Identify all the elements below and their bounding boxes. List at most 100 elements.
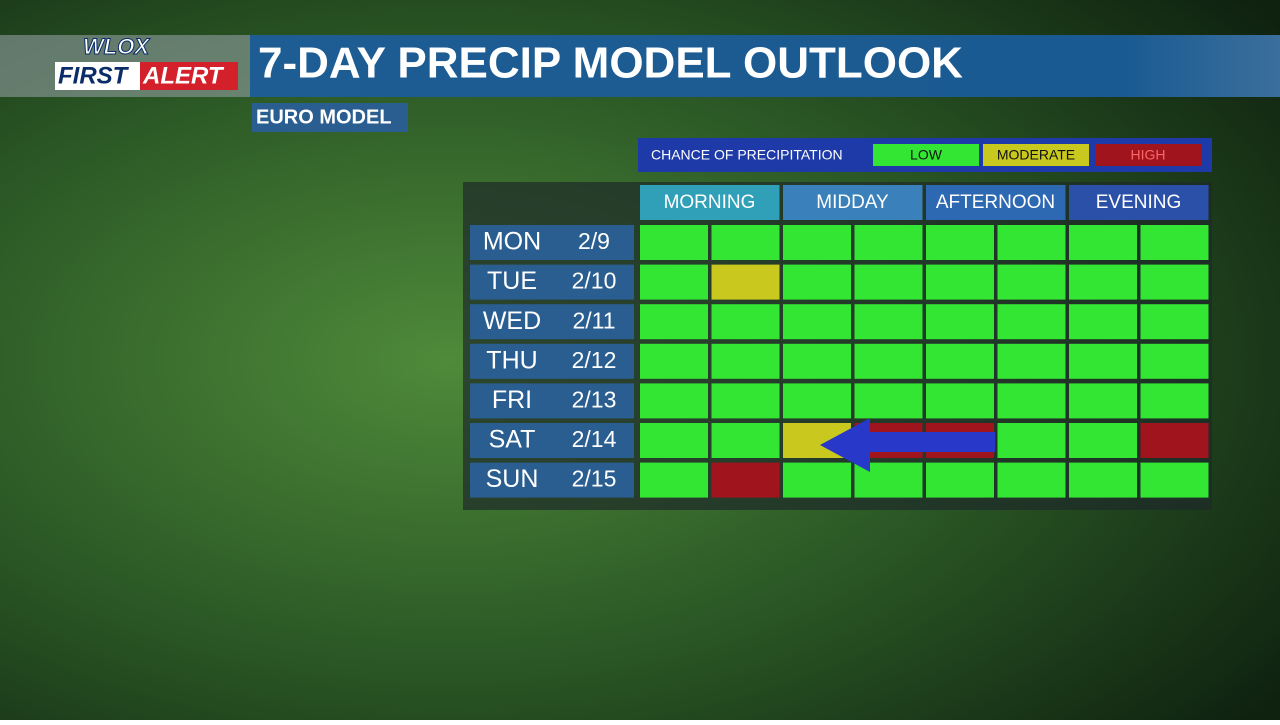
day-label: THU	[486, 346, 537, 374]
legend-title: CHANCE OF PRECIPITATION	[651, 147, 843, 163]
arrow	[820, 418, 995, 472]
precip-cell	[783, 225, 851, 260]
day-label-bg	[470, 423, 634, 458]
day-label: TUE	[487, 267, 537, 295]
precip-cell	[997, 343, 1066, 379]
date-label: 2/11	[572, 307, 615, 333]
precip-cell	[783, 304, 851, 340]
precip-cell	[711, 225, 780, 260]
logo-first: FIRST	[58, 62, 130, 89]
precip-cell	[1069, 264, 1137, 300]
precip-cell	[1069, 343, 1137, 379]
precip-cell	[1140, 264, 1209, 300]
legend-label: MODERATE	[997, 147, 1075, 163]
precip-cell	[1069, 462, 1137, 498]
date-label: 2/9	[578, 228, 610, 254]
precip-cell	[1140, 383, 1209, 419]
precip-cell	[1140, 225, 1209, 260]
precip-cell	[926, 264, 994, 300]
legend-swatch	[983, 144, 1089, 166]
precip-cell	[783, 462, 851, 498]
day-label-bg	[470, 462, 634, 498]
precip-cell	[783, 343, 851, 379]
precip-cell	[926, 343, 994, 379]
period-label: MIDDAY	[816, 192, 889, 213]
date-label: 2/12	[572, 347, 617, 373]
period-label: MORNING	[664, 192, 756, 213]
period-header	[926, 185, 1066, 220]
precip-cell	[711, 304, 780, 340]
precip-cell	[711, 383, 780, 419]
precip-cell	[997, 383, 1066, 419]
precip-cell	[711, 343, 780, 379]
logo-first-bg	[55, 62, 140, 90]
precip-cell	[997, 304, 1066, 340]
precip-cell	[711, 264, 780, 300]
precip-cell	[854, 304, 923, 340]
precip-cell	[640, 264, 708, 300]
legend-swatch	[873, 144, 979, 166]
precip-cell	[854, 343, 923, 379]
precip-cell	[926, 462, 994, 498]
period-header	[783, 185, 923, 220]
precip-cell	[854, 383, 923, 419]
precip-cell	[783, 383, 851, 419]
day-label: FRI	[492, 386, 532, 414]
date-label: 2/15	[572, 466, 617, 492]
arrow-head	[820, 418, 870, 472]
precip-cell	[926, 304, 994, 340]
title: 7-DAY PRECIP MODEL OUTLOOK	[258, 39, 963, 88]
precip-cell	[1140, 462, 1209, 498]
subtitle-bg	[252, 103, 408, 132]
subtitle: EURO MODEL	[256, 106, 392, 128]
day-label: MON	[483, 228, 541, 256]
date-label: 2/13	[572, 386, 617, 412]
logo-alert: ALERT	[142, 62, 225, 89]
precip-cell	[1140, 343, 1209, 379]
period-label: AFTERNOON	[936, 192, 1055, 213]
precip-cell	[1069, 423, 1137, 458]
day-label-bg	[470, 383, 634, 419]
day-label-bg	[470, 264, 634, 300]
precip-cell	[711, 462, 780, 498]
period-header	[1069, 185, 1209, 220]
precip-cell	[1140, 304, 1209, 340]
logo-alert-bg	[140, 62, 238, 90]
day-label: SAT	[489, 426, 536, 454]
precip-cell	[926, 383, 994, 419]
period-label: EVENING	[1096, 192, 1182, 213]
precip-cell	[711, 423, 780, 458]
precip-cell	[997, 225, 1066, 260]
day-label-bg	[470, 225, 634, 260]
logo-top: WLOX	[83, 34, 150, 59]
precip-cell	[640, 462, 708, 498]
day-label-bg	[470, 304, 634, 340]
legend-label: LOW	[910, 147, 943, 163]
precip-cell	[926, 225, 994, 260]
precip-cell	[640, 343, 708, 379]
precip-cell	[997, 462, 1066, 498]
date-label: 2/10	[572, 268, 617, 294]
precip-cell	[640, 423, 708, 458]
precip-cell	[997, 264, 1066, 300]
precip-cell	[640, 383, 708, 419]
precip-cell	[997, 423, 1066, 458]
arrow-shaft	[870, 432, 995, 452]
precip-cell	[1069, 225, 1137, 260]
precip-cell	[640, 225, 708, 260]
title-bar	[250, 35, 1280, 97]
legend-swatch	[1095, 144, 1201, 166]
legend-label: HIGH	[1131, 147, 1166, 163]
precip-cell	[854, 264, 923, 300]
precip-cell	[1140, 423, 1209, 458]
precip-cell	[640, 304, 708, 340]
precip-cell	[783, 264, 851, 300]
day-label-bg	[470, 343, 634, 379]
period-header	[640, 185, 780, 220]
day-label: WED	[483, 307, 541, 335]
precip-cell	[1069, 383, 1137, 419]
precip-cell	[854, 225, 923, 260]
precip-cell	[1069, 304, 1137, 340]
day-label: SUN	[486, 465, 539, 493]
